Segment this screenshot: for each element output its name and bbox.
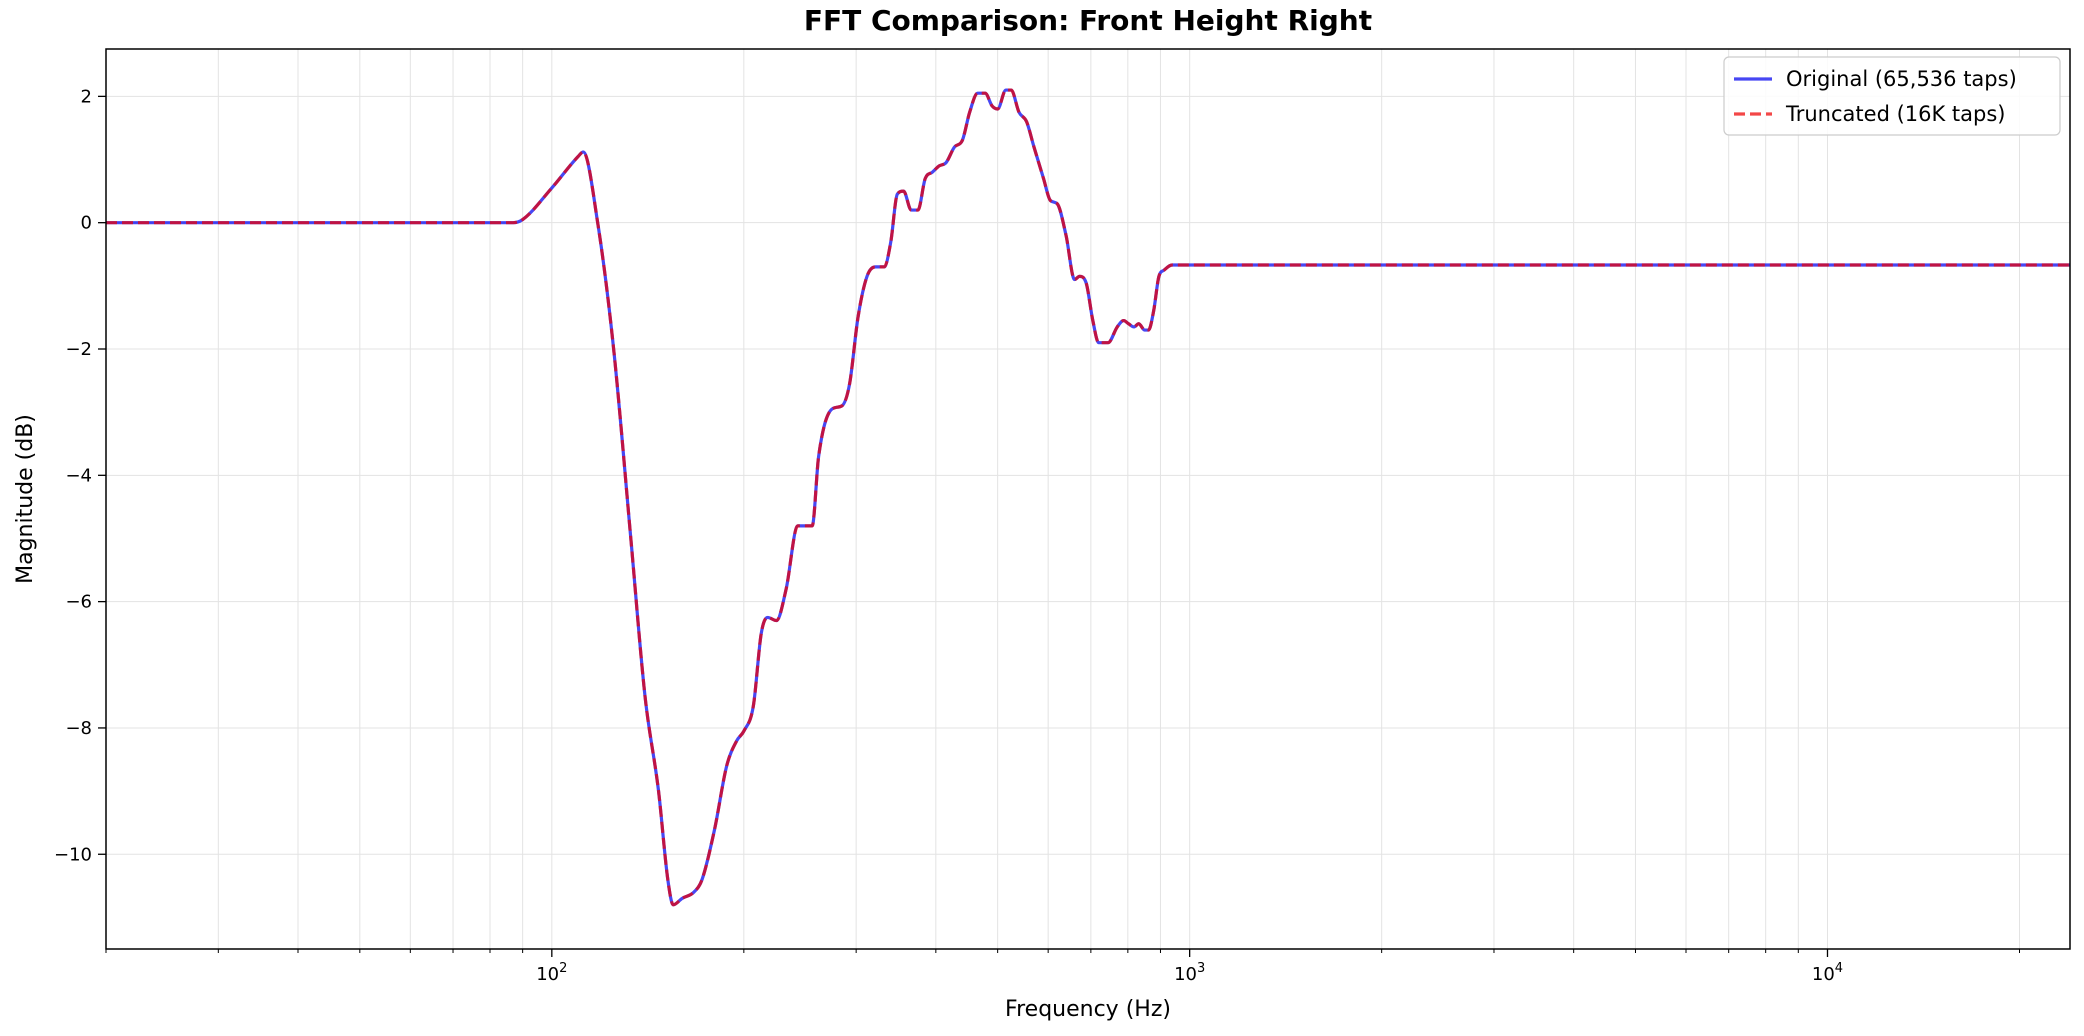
- y-tick-label: 0: [81, 213, 92, 234]
- y-tick-label: −4: [65, 465, 92, 486]
- series-group: [106, 88, 2070, 907]
- chart-title: FFT Comparison: Front Height Right: [804, 4, 1372, 37]
- plot-frame: [105, 48, 2071, 950]
- legend-label: Truncated (16K taps): [1785, 102, 2006, 126]
- legend-label: Original (65,536 taps): [1786, 67, 2017, 91]
- series-line-truncated: [106, 88, 2070, 907]
- x-tick-label: 103: [1174, 961, 1205, 985]
- x-axis-label: Frequency (Hz): [1005, 997, 1171, 1022]
- axis-ticks: 2 0 −2 −4 −6 −8 −10 102 103 104: [54, 86, 2020, 985]
- y-tick-label: −10: [54, 844, 92, 865]
- y-tick-label: −8: [65, 718, 92, 739]
- x-tick-label: 104: [1812, 961, 1843, 985]
- y-tick-label: −2: [65, 339, 92, 360]
- y-axis-label: Magnitude (dB): [13, 414, 38, 584]
- legend-box: [1723, 56, 2061, 136]
- y-tick-label: −6: [65, 592, 92, 613]
- x-tick-label: 102: [536, 961, 567, 985]
- y-tick-label: 2: [81, 86, 92, 107]
- legend: Original (65,536 taps) Truncated (16K tap…: [1723, 56, 2061, 136]
